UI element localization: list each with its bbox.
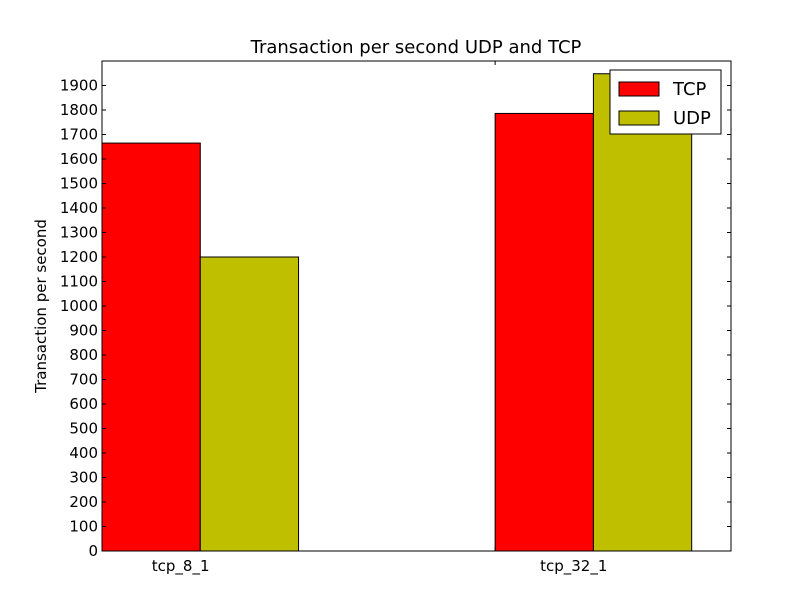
y-axis-label: Transaction per second [32,219,50,394]
bar-udp-tcp-32-1 [592,73,693,552]
y-tick-label: 1100 [60,273,98,291]
legend: TCP UDP [609,69,722,135]
y-tick-label: 600 [69,395,98,413]
y-tick-label: 1400 [60,199,98,217]
legend-swatch-tcp [618,81,660,97]
chart-title: Transaction per second UDP and TCP [250,37,582,58]
legend-label-tcp: TCP [672,79,707,100]
y-tick-label: 500 [69,420,98,438]
y-tick-label: 1500 [60,175,98,193]
y-tick-label: 900 [69,322,98,340]
y-tick-label: 700 [69,371,98,389]
x-tick-label: tcp_8_1 [152,557,210,576]
y-tick-label: 1300 [60,224,98,242]
legend-swatch-udp [618,110,660,126]
bar-udp-tcp-8-1 [199,256,300,552]
y-tick-label: 1900 [60,77,98,95]
plot-bars [101,73,693,552]
y-tick-label: 0 [88,542,98,560]
y-tick-label: 1800 [60,101,98,119]
y-tick-label: 400 [69,444,98,462]
y-tick-label: 1700 [60,126,98,144]
legend-label-udp: UDP [673,108,711,129]
y-tick-label: 1000 [60,297,98,315]
y-tick-label: 1200 [60,248,98,266]
y-tick-label: 800 [69,346,98,364]
plot-axes: 0 100 200 300 400 500 600 700 800 900 1000 1100 1200… [60,60,732,576]
y-tick-label: 1600 [60,150,98,168]
bar-tcp-tcp-8-1 [101,142,201,552]
y-tick-label: 200 [69,493,98,511]
y-tick-label: 300 [69,469,98,487]
bar-tcp-tcp-32-1 [494,112,594,552]
y-tick-label: 100 [69,518,98,536]
x-tick-label: tcp_32_1 [540,557,607,576]
